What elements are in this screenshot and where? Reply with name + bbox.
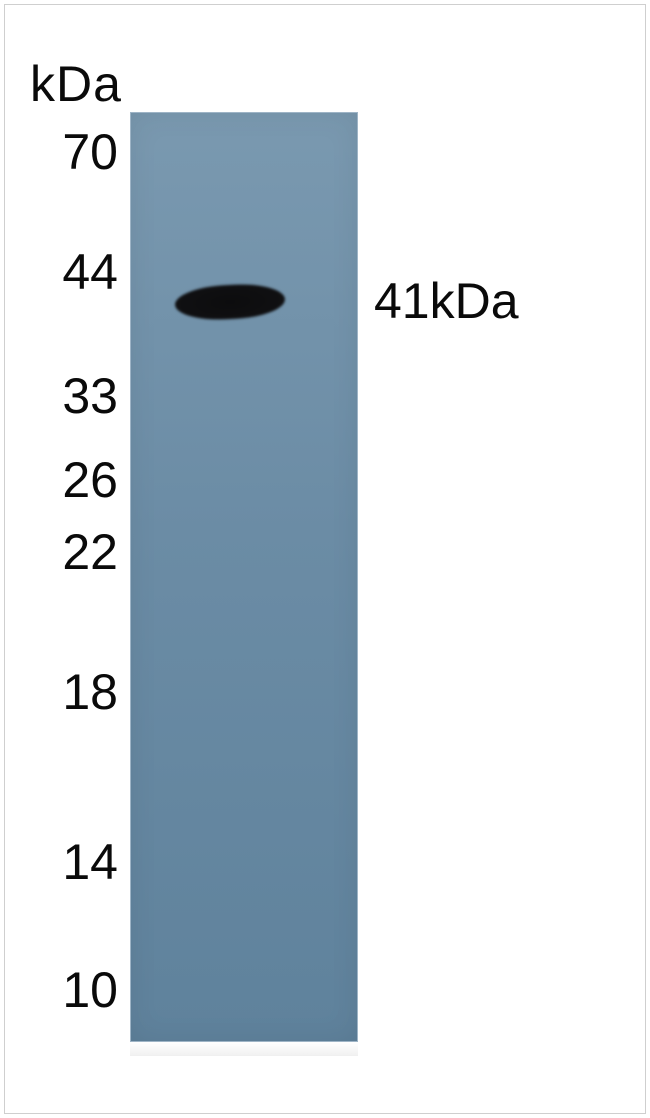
blot-canvas: kDa 70 44 33 26 22 18 14 10 41kDa: [0, 0, 650, 1118]
axis-unit-label: kDa: [30, 55, 122, 113]
blot-lane-border: [130, 112, 358, 1042]
band-label-41kda: 41kDa: [374, 272, 519, 330]
mw-tick-18: 18: [28, 667, 118, 717]
mw-tick-10: 10: [28, 965, 118, 1015]
mw-tick-14: 14: [28, 837, 118, 887]
blot-lane-shadow: [130, 1042, 358, 1056]
mw-tick-33: 33: [28, 371, 118, 421]
mw-tick-70: 70: [28, 127, 118, 177]
mw-tick-26: 26: [28, 455, 118, 505]
mw-tick-22: 22: [28, 527, 118, 577]
mw-tick-44: 44: [28, 247, 118, 297]
